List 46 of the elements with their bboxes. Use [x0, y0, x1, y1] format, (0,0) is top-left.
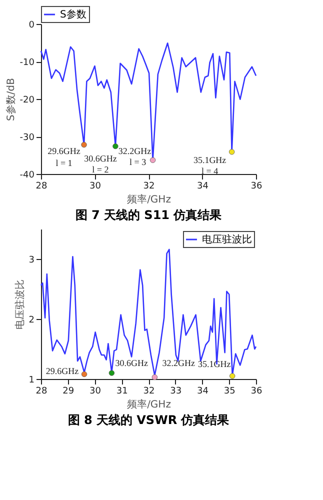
- x-tick-label: 28: [36, 182, 48, 192]
- x-tick-label: 31: [116, 386, 128, 396]
- x-axis-title: 频率/GHz: [127, 194, 171, 206]
- y-tick-label: 2: [28, 316, 34, 326]
- annotation: l = 4: [202, 166, 219, 176]
- x-tick-label: 36: [250, 386, 262, 396]
- y-tick-label: 0: [28, 20, 35, 30]
- annotation: 32.2GHz: [118, 146, 152, 156]
- x-tick-label: 32: [143, 386, 155, 396]
- x-tick-label: 33: [170, 386, 182, 396]
- x-tick-label: 30: [90, 386, 102, 396]
- x-tick-label: 30: [90, 182, 102, 192]
- y-tick-label: -20: [20, 96, 35, 106]
- y-axis-title: S参数/dB: [4, 78, 17, 121]
- y-tick-label: -30: [20, 133, 35, 143]
- point: [81, 142, 87, 148]
- y-tick-label: 3: [28, 256, 34, 266]
- text: 图 8 天线的 VSWR 仿真结果: [68, 413, 230, 427]
- y-tick-label: 1: [28, 376, 34, 386]
- x-axis-title: 频率/GHz: [127, 398, 171, 410]
- annotation: l = 3: [130, 157, 147, 168]
- annotation: 35.1GHz: [193, 154, 226, 165]
- y-tick-label: -40: [20, 170, 35, 180]
- x-tick-label: 32: [143, 182, 155, 192]
- x-tick-label: 34: [197, 182, 209, 192]
- point: [150, 157, 156, 163]
- annotation: 29.6GHz: [48, 146, 80, 156]
- legend-label: 电压驻波比: [202, 234, 252, 246]
- text: 图 7 天线的 S11 仿真结果: [75, 208, 223, 222]
- point: [228, 149, 235, 155]
- annotation: l = 2: [92, 164, 109, 174]
- x-tick-label: 35: [224, 386, 236, 396]
- x-tick-label: 34: [197, 386, 209, 396]
- annotation: 30.6GHz: [84, 153, 117, 164]
- annotation: l = 1: [56, 158, 72, 168]
- annotation: 35.1GHz: [198, 359, 231, 369]
- annotation: 29.6GHz: [46, 366, 79, 376]
- x-tick-label: 29: [62, 386, 74, 396]
- y-tick-label: -10: [20, 58, 35, 68]
- annotation: 32.2GHz: [162, 358, 196, 368]
- legend-label: S参数: [60, 8, 86, 20]
- y-axis-title: 电压驻波比: [14, 280, 26, 330]
- point: [112, 143, 118, 150]
- x-tick-label: 36: [250, 182, 262, 192]
- x-tick-label: 28: [36, 386, 48, 396]
- annotation: 30.6GHz: [115, 358, 148, 368]
